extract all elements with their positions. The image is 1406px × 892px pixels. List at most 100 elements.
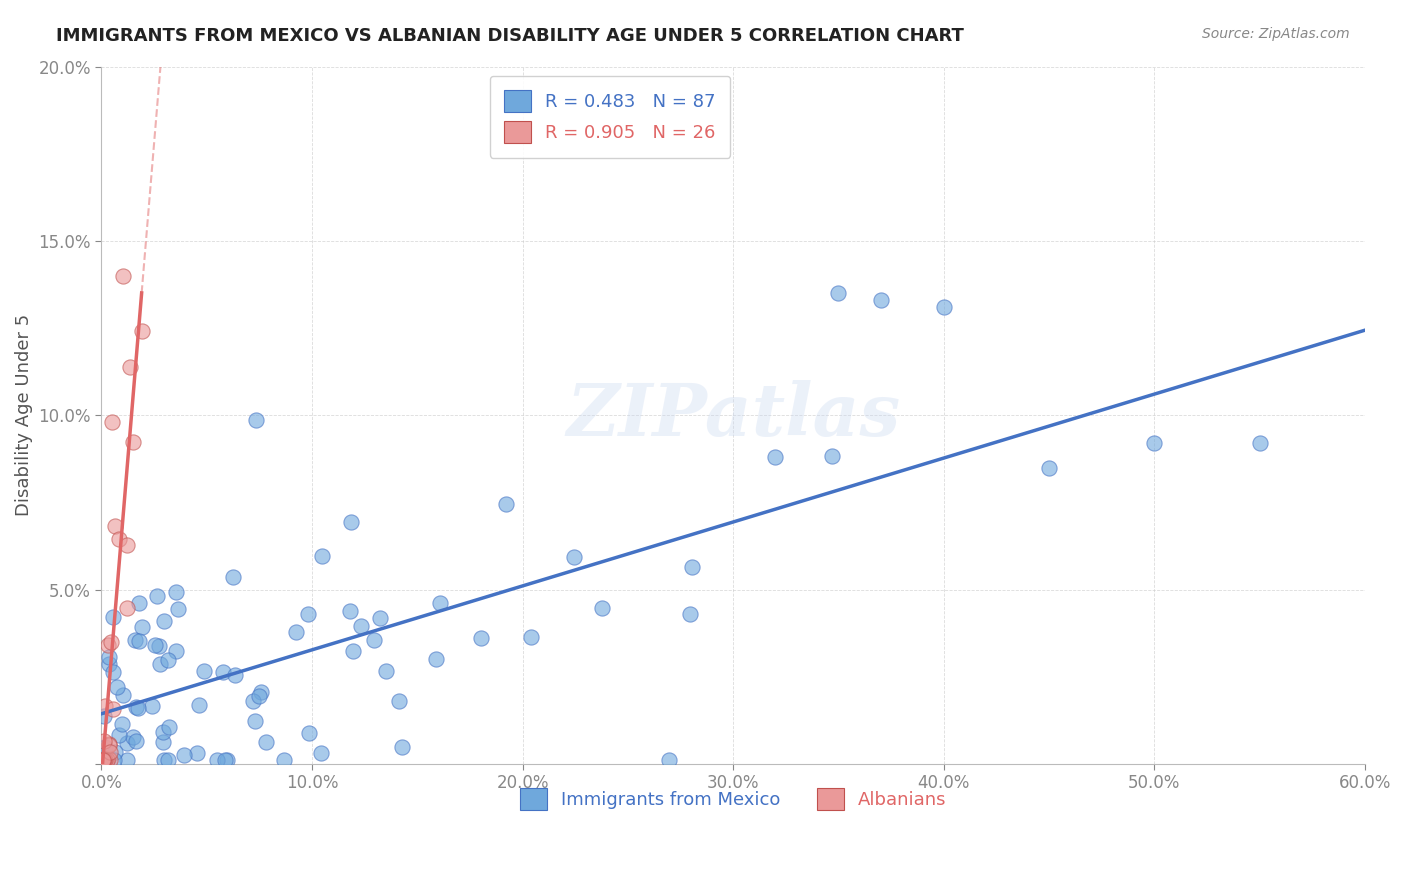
Point — [94, 698, 117, 713]
Point — [363, 633, 385, 648]
Point — [149, 657, 172, 671]
Point — [311, 746, 333, 760]
Point — [91, 753, 114, 767]
Point — [97, 638, 120, 652]
Point — [679, 607, 702, 621]
Point — [104, 518, 127, 533]
Text: IMMIGRANTS FROM MEXICO VS ALBANIAN DISABILITY AGE UNDER 5 CORRELATION CHART: IMMIGRANTS FROM MEXICO VS ALBANIAN DISAB… — [56, 27, 965, 45]
Point — [96, 751, 118, 765]
Point — [156, 653, 179, 667]
Point — [391, 739, 413, 754]
Point — [214, 753, 236, 767]
Point — [222, 570, 245, 584]
Point — [254, 735, 277, 749]
Point — [115, 600, 138, 615]
Point — [495, 497, 517, 511]
Point — [152, 724, 174, 739]
Point — [111, 717, 134, 731]
Point — [103, 753, 125, 767]
Point — [273, 753, 295, 767]
Point — [165, 643, 187, 657]
Text: ZIPatlas: ZIPatlas — [567, 380, 900, 450]
Point — [124, 632, 146, 647]
Point — [658, 753, 681, 767]
Point — [311, 549, 333, 563]
Point — [115, 753, 138, 767]
Point — [215, 753, 238, 767]
Point — [96, 753, 118, 767]
Point — [250, 685, 273, 699]
Point — [122, 731, 145, 745]
Point — [212, 665, 235, 680]
Point — [93, 734, 115, 748]
Point — [98, 753, 121, 767]
Point — [763, 450, 786, 464]
Point — [388, 694, 411, 708]
Point — [100, 635, 122, 649]
Point — [122, 434, 145, 449]
Point — [112, 689, 135, 703]
Point — [284, 625, 307, 640]
Point — [339, 515, 361, 529]
Point — [125, 734, 148, 748]
Point — [107, 533, 129, 547]
Point — [156, 753, 179, 767]
Point — [820, 449, 842, 463]
Point — [93, 709, 115, 723]
Point — [827, 286, 849, 301]
Point — [128, 596, 150, 610]
Point — [105, 681, 128, 695]
Point — [245, 412, 267, 426]
Point — [98, 745, 121, 759]
Point — [425, 652, 447, 666]
Legend: Immigrants from Mexico, Albanians: Immigrants from Mexico, Albanians — [505, 773, 962, 824]
Point — [298, 726, 321, 740]
Point — [339, 604, 361, 618]
Point — [91, 753, 114, 767]
Point — [141, 698, 163, 713]
Point — [932, 300, 955, 314]
Point — [591, 601, 613, 615]
Point — [124, 700, 146, 714]
Point — [115, 736, 138, 750]
Point — [101, 665, 124, 680]
Point — [103, 702, 125, 716]
Point — [429, 596, 451, 610]
Point — [101, 610, 124, 624]
Point — [157, 720, 180, 734]
Point — [97, 737, 120, 751]
Point — [98, 657, 121, 671]
Point — [148, 639, 170, 653]
Point — [107, 728, 129, 742]
Point — [1038, 460, 1060, 475]
Point — [143, 638, 166, 652]
Point — [188, 698, 211, 712]
Point — [127, 701, 149, 715]
Point — [193, 664, 215, 678]
Point — [297, 607, 319, 621]
Point — [128, 634, 150, 648]
Point — [1143, 436, 1166, 450]
Point — [131, 324, 153, 338]
Point — [869, 293, 891, 308]
Point — [98, 649, 121, 664]
Y-axis label: Disability Age Under 5: Disability Age Under 5 — [15, 314, 32, 516]
Point — [165, 585, 187, 599]
Point — [243, 714, 266, 728]
Point — [115, 538, 138, 552]
Text: Source: ZipAtlas.com: Source: ZipAtlas.com — [1202, 27, 1350, 41]
Point — [205, 753, 228, 767]
Point — [247, 689, 270, 703]
Point — [167, 602, 190, 616]
Point — [224, 667, 246, 681]
Point — [101, 415, 124, 429]
Point — [520, 630, 543, 644]
Point — [118, 359, 141, 374]
Point — [349, 618, 371, 632]
Point — [562, 550, 585, 565]
Point — [153, 615, 176, 629]
Point — [131, 620, 153, 634]
Point — [470, 631, 492, 645]
Point — [242, 694, 264, 708]
Point — [342, 644, 364, 658]
